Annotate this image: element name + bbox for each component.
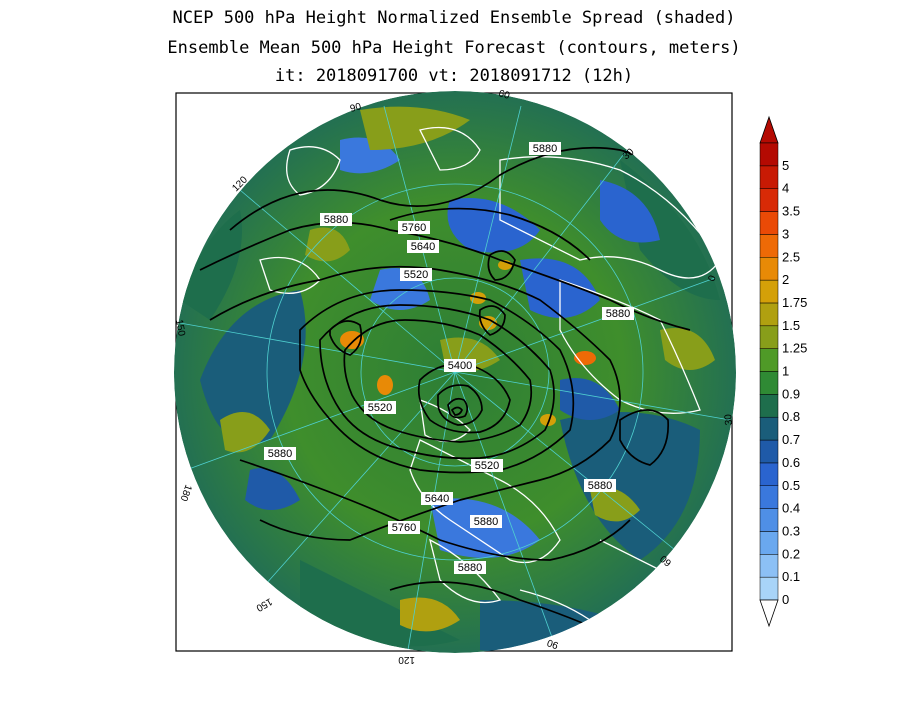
contour-label: 5520 bbox=[364, 401, 396, 414]
contour-label: 5880 bbox=[264, 447, 296, 460]
colorbar-swatch bbox=[759, 531, 779, 555]
colorbar-label: 2.5 bbox=[782, 249, 800, 264]
colorbar-label: 0.5 bbox=[782, 478, 800, 493]
svg-text:5880: 5880 bbox=[458, 562, 482, 574]
contour-label: 5520 bbox=[471, 459, 503, 472]
colorbar-swatch bbox=[759, 508, 779, 532]
colorbar-label: 0.6 bbox=[782, 455, 800, 470]
colorbar-swatch bbox=[759, 234, 779, 258]
colorbar-label: 0.9 bbox=[782, 386, 800, 401]
svg-text:5640: 5640 bbox=[411, 241, 435, 253]
colorbar-swatch bbox=[759, 348, 779, 372]
colorbar-label: 4 bbox=[782, 181, 789, 196]
svg-text:5880: 5880 bbox=[324, 214, 348, 226]
colorbar-swatch bbox=[759, 439, 779, 464]
colorbar-swatch bbox=[759, 554, 779, 578]
svg-text:5880: 5880 bbox=[533, 143, 557, 155]
colorbar-swatch bbox=[759, 462, 779, 486]
lon-label: 0 bbox=[706, 274, 718, 283]
colorbar-swatch bbox=[759, 325, 779, 349]
svg-text:5880: 5880 bbox=[474, 516, 498, 528]
contour-label: 5880 bbox=[602, 307, 634, 320]
contour-label: 5640 bbox=[421, 492, 453, 505]
colorbar-label: 0.7 bbox=[782, 432, 800, 447]
colorbar-arrow-bottom bbox=[759, 599, 779, 628]
colorbar-label: 0.3 bbox=[782, 523, 800, 538]
svg-text:5880: 5880 bbox=[268, 448, 292, 460]
svg-text:5400: 5400 bbox=[448, 360, 472, 372]
colorbar-label: 0 bbox=[782, 592, 789, 607]
colorbar-swatch bbox=[759, 165, 779, 189]
colorbar-label: 0.2 bbox=[782, 546, 800, 561]
contour-label: 5880 bbox=[584, 479, 616, 492]
lon-label: 90 bbox=[349, 101, 363, 115]
svg-text:5520: 5520 bbox=[368, 402, 392, 414]
colorbar-label: 0.4 bbox=[782, 501, 800, 516]
svg-text:5520: 5520 bbox=[404, 269, 428, 281]
colorbar-swatch bbox=[759, 302, 779, 327]
colorbar-swatch bbox=[759, 142, 779, 167]
lon-label: 90 bbox=[545, 636, 560, 650]
colorbar-swatch bbox=[759, 279, 779, 304]
svg-text:5760: 5760 bbox=[402, 222, 426, 234]
contour-label: 5880 bbox=[454, 561, 486, 574]
svg-text:5520: 5520 bbox=[475, 460, 499, 472]
colorbar-label: 1.5 bbox=[782, 318, 800, 333]
contour-label: 5760 bbox=[398, 221, 430, 234]
colorbar-swatch bbox=[759, 394, 779, 418]
lon-label: 120 bbox=[398, 654, 415, 665]
colorbar-label: 1.25 bbox=[782, 341, 807, 356]
contour-label: 5760 bbox=[388, 521, 420, 534]
colorbar-label: 1.75 bbox=[782, 295, 807, 310]
lon-label: 60 bbox=[497, 88, 511, 102]
title-line-3: it: 2018091700 vt: 2018091712 (12h) bbox=[274, 66, 634, 86]
colorbar-swatch bbox=[759, 188, 779, 212]
colorbar-label: 0.1 bbox=[782, 569, 800, 584]
svg-text:5880: 5880 bbox=[606, 308, 630, 320]
contour-label: 5880 bbox=[470, 515, 502, 528]
colorbar-label: 5 bbox=[782, 158, 789, 173]
contour-label: 5640 bbox=[407, 240, 439, 253]
title-line-2: Ensemble Mean 500 hPa Height Forecast (c… bbox=[167, 38, 741, 58]
svg-text:5760: 5760 bbox=[392, 522, 416, 534]
contour-label: 5880 bbox=[320, 213, 352, 226]
svg-text:5880: 5880 bbox=[588, 480, 612, 492]
contour-label: 5880 bbox=[529, 142, 561, 155]
colorbar-swatch bbox=[759, 371, 779, 395]
lon-label: 30 bbox=[723, 413, 735, 425]
contour-label-group: 5880 5880 5760 5640 5520 5880 5400 5520 … bbox=[264, 142, 634, 574]
colorbar-swatch bbox=[759, 211, 779, 235]
title-line-1: NCEP 500 hPa Height Normalized Ensemble … bbox=[172, 8, 736, 28]
colorbar-label: 0.8 bbox=[782, 409, 800, 424]
colorbar-swatch bbox=[759, 576, 779, 601]
contour-label: 5400 bbox=[444, 359, 476, 372]
colorbar-label: 3 bbox=[782, 226, 789, 241]
colorbar-swatch bbox=[759, 485, 779, 509]
lon-label: 150 bbox=[173, 319, 187, 338]
svg-text:5640: 5640 bbox=[425, 493, 449, 505]
colorbar: 0 0.1 0.2 0.3 0.4 0.5 0.6 0.7 0.8 0.9 1 1.25 1.5 1.75… bbox=[759, 115, 807, 628]
contour-label: 5520 bbox=[400, 268, 432, 281]
colorbar-arrow-top bbox=[759, 115, 779, 144]
colorbar-label: 1 bbox=[782, 364, 789, 379]
graticule bbox=[179, 105, 731, 651]
colorbar-label: 3.5 bbox=[782, 204, 800, 219]
colorbar-label: 2 bbox=[782, 272, 789, 287]
colorbar-swatch bbox=[759, 257, 779, 281]
colorbar-swatch bbox=[759, 416, 779, 441]
